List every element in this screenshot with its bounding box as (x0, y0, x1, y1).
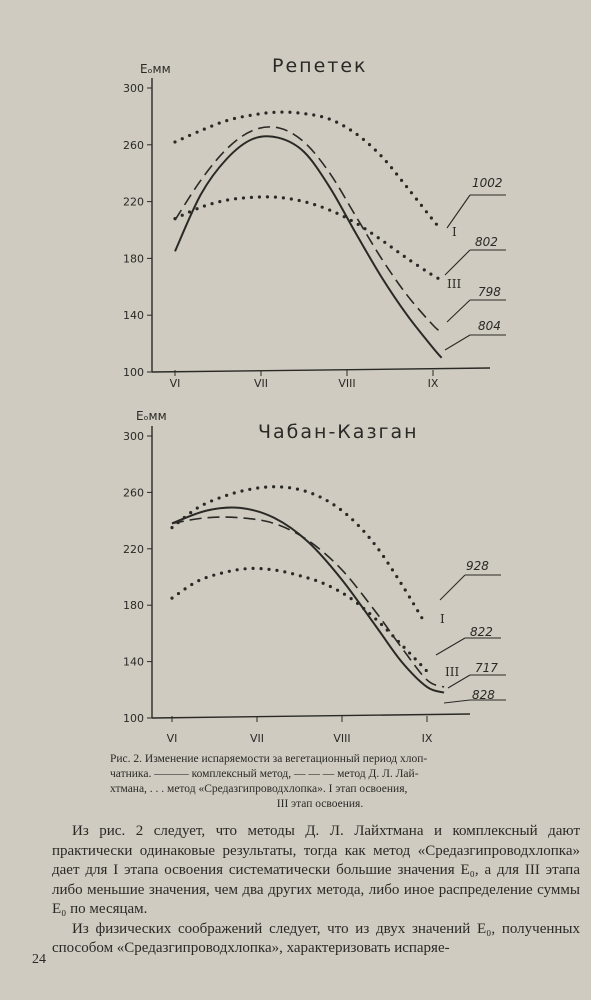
figure-caption: Рис. 2. Изменение испаряемости за вегета… (110, 752, 530, 812)
y-tick-label: 140 (123, 309, 144, 322)
y-tick-label: 260 (123, 139, 144, 152)
paragraph: Из физических соображений следует, что и… (52, 920, 580, 957)
caption-line: хтмана, . . . метод «Средазгипроводхлопк… (110, 783, 408, 795)
y-tick-label: 220 (123, 543, 144, 556)
x-tick-label: VII (254, 377, 268, 390)
chart-title: Чабан-Казган (258, 421, 419, 443)
leader-line (447, 674, 471, 689)
body-text: Из рис. 2 следует, что методы Д. Л. Лайх… (52, 822, 580, 959)
y-tick-label: 180 (123, 599, 144, 612)
series-line-dotted (173, 195, 444, 282)
series-end-label: 802 (475, 235, 498, 249)
stage-label: III (447, 277, 461, 291)
y-tick-label: 140 (123, 656, 144, 669)
y-axis-label: Eₒмм (136, 409, 167, 423)
y-axis-label: Eₒмм (140, 62, 171, 76)
y-tick-label: 100 (123, 712, 144, 725)
series-line-solid (174, 135, 443, 359)
series-end-label: 804 (478, 319, 501, 333)
y-tick-label: 100 (123, 366, 144, 379)
y-tick-label: 180 (123, 252, 144, 265)
caption-line: чатника. ——— комплексный метод, — — — ме… (110, 768, 419, 780)
series-line-dashed (174, 126, 443, 333)
x-tick-label: IX (428, 377, 439, 390)
stage-label: I (440, 612, 445, 626)
series-line-dashed (171, 516, 445, 688)
leader-line (439, 574, 466, 601)
chart-repetek: Репетек Eₒмм 100 140 180 220 260 300 VI VII VIII… (123, 55, 506, 390)
series-end-label: 928 (466, 559, 489, 573)
x-tick-label: VI (170, 377, 181, 390)
y-tick-label: 300 (123, 82, 144, 95)
paragraph: Из рис. 2 следует, что методы Д. Л. Лайх… (52, 823, 580, 917)
x-tick-label: VIII (333, 732, 350, 745)
x-tick-label: IX (422, 732, 433, 745)
leader-line (444, 249, 471, 276)
x-tick-label: VII (250, 732, 264, 745)
chart-chaban-kazgan: Чабан-Казган Eₒмм 100 140 180 220 260 300 VI VI… (123, 409, 506, 745)
stage-label: I (452, 225, 457, 239)
x-tick-label: VI (167, 732, 178, 745)
series-end-label: 822 (470, 625, 493, 639)
leader-line (446, 299, 471, 323)
series-end-label: 1002 (472, 176, 503, 190)
leader-line (444, 334, 471, 351)
stage-label: III (445, 665, 459, 679)
y-tick-label: 300 (123, 430, 144, 443)
page-number: 24 (32, 952, 46, 967)
x-axis (151, 367, 491, 373)
series-line-dotted (170, 566, 433, 678)
series-line-dotted (170, 485, 425, 621)
x-axis (151, 713, 471, 719)
caption-line: Рис. 2. Изменение испаряемости за вегета… (110, 753, 428, 765)
series-line-dotted (173, 110, 444, 232)
x-tick-label: VIII (338, 377, 355, 390)
series-line-solid (171, 506, 445, 694)
series-end-label: 828 (472, 688, 495, 702)
chart-title: Репетек (272, 55, 368, 77)
series-end-label: 798 (478, 285, 501, 299)
leader-line (435, 637, 466, 656)
y-tick-label: 220 (123, 196, 144, 209)
series-end-label: 717 (475, 661, 498, 675)
leader-line (443, 699, 471, 704)
y-tick-label: 260 (123, 486, 144, 499)
leader-line (446, 194, 471, 229)
caption-line: III этап освоения. (276, 798, 364, 810)
